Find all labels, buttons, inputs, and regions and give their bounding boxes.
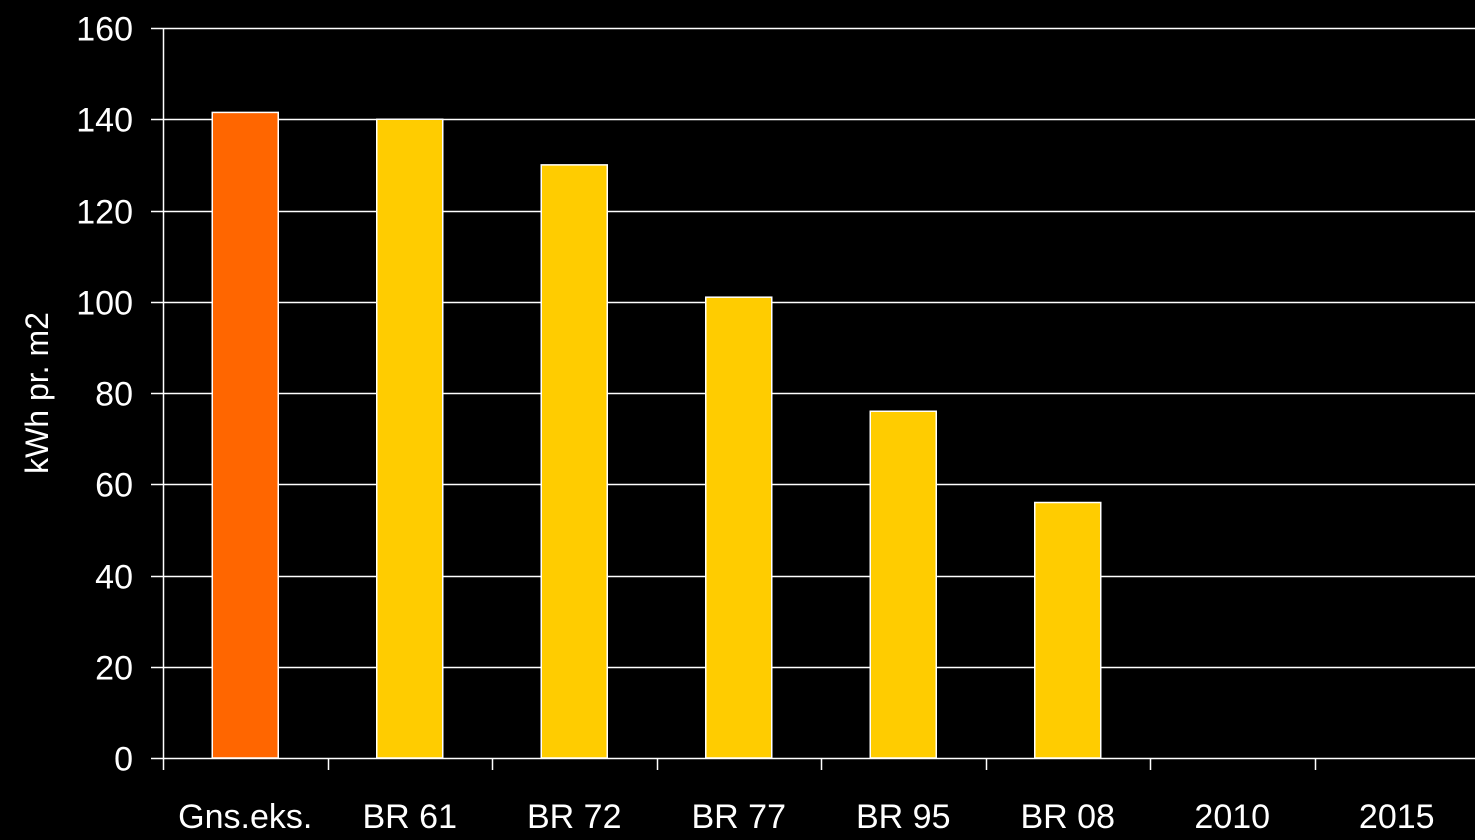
x-tick-label-br-72: BR 72 [527, 798, 622, 836]
x-tick-label-br-08: BR 08 [1021, 798, 1116, 836]
bar-br-95 [869, 410, 937, 759]
bar-br-61 [376, 118, 444, 759]
y-axis-title: kWh pr. m2 [19, 312, 55, 474]
bar-br-08 [1034, 501, 1102, 759]
bar-br-72 [540, 164, 608, 759]
x-tick-label-2010: 2010 [1194, 798, 1270, 836]
bar-br-77 [705, 296, 773, 759]
x-tick-label-br-61: BR 61 [363, 798, 458, 836]
x-tick-label-br-77: BR 77 [692, 798, 787, 836]
y-tick-label-80: 80 [95, 376, 133, 414]
y-tick-label-140: 140 [76, 102, 133, 140]
x-tick-label-2015: 2015 [1359, 798, 1435, 836]
y-tick-label-0: 0 [114, 741, 133, 779]
x-tick-label-br-95: BR 95 [856, 798, 951, 836]
y-tick-label-160: 160 [76, 11, 133, 49]
y-tick-labels: 0 20 40 60 80 100 120 140 160 [76, 11, 133, 779]
y-tick-label-20: 20 [95, 650, 133, 688]
bars [211, 111, 1102, 759]
axes [151, 27, 1475, 770]
gridlines [163, 27, 1475, 669]
bar-gns-eks [211, 111, 279, 759]
y-tick-label-60: 60 [95, 467, 133, 505]
y-tick-label-40: 40 [95, 559, 133, 597]
y-tick-label-120: 120 [76, 194, 133, 232]
x-tick-labels: Gns.eks. BR 61 BR 72 BR 77 BR 95 BR 08 2010 201… [178, 798, 1434, 836]
x-tick-label-gns-eks: Gns.eks. [178, 798, 312, 836]
y-tick-label-100: 100 [76, 285, 133, 323]
